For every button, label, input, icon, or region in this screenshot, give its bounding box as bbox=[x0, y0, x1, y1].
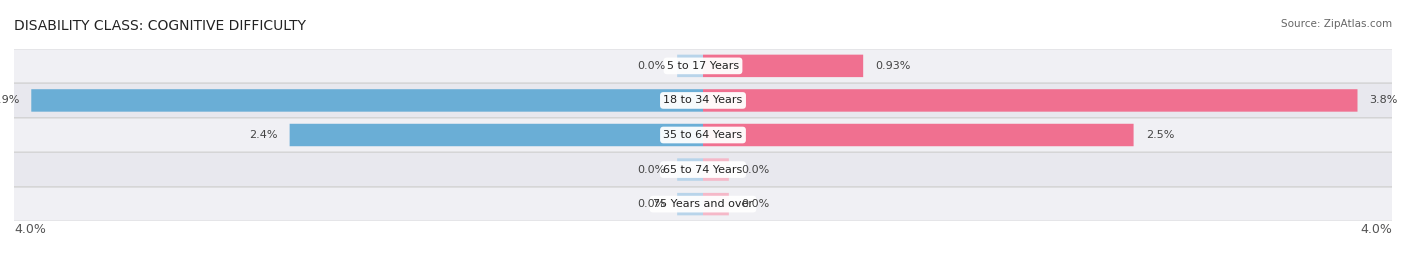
Text: 0.0%: 0.0% bbox=[741, 164, 769, 175]
Text: 2.5%: 2.5% bbox=[1146, 130, 1174, 140]
Text: 0.0%: 0.0% bbox=[637, 61, 665, 71]
FancyBboxPatch shape bbox=[703, 124, 1133, 146]
FancyBboxPatch shape bbox=[7, 83, 1399, 117]
FancyBboxPatch shape bbox=[678, 158, 703, 181]
FancyBboxPatch shape bbox=[290, 124, 703, 146]
FancyBboxPatch shape bbox=[703, 55, 863, 77]
Text: 18 to 34 Years: 18 to 34 Years bbox=[664, 95, 742, 106]
Text: 35 to 64 Years: 35 to 64 Years bbox=[664, 130, 742, 140]
FancyBboxPatch shape bbox=[703, 158, 728, 181]
FancyBboxPatch shape bbox=[703, 89, 1358, 112]
Text: 75 Years and over: 75 Years and over bbox=[652, 199, 754, 209]
Text: 2.4%: 2.4% bbox=[249, 130, 277, 140]
FancyBboxPatch shape bbox=[7, 118, 1399, 152]
Text: 5 to 17 Years: 5 to 17 Years bbox=[666, 61, 740, 71]
Text: 3.8%: 3.8% bbox=[1369, 95, 1398, 106]
FancyBboxPatch shape bbox=[703, 193, 728, 215]
Text: 0.0%: 0.0% bbox=[637, 164, 665, 175]
Text: 0.0%: 0.0% bbox=[637, 199, 665, 209]
FancyBboxPatch shape bbox=[678, 193, 703, 215]
Text: 4.0%: 4.0% bbox=[14, 223, 46, 236]
Text: 0.0%: 0.0% bbox=[741, 199, 769, 209]
FancyBboxPatch shape bbox=[7, 49, 1399, 83]
Text: DISABILITY CLASS: COGNITIVE DIFFICULTY: DISABILITY CLASS: COGNITIVE DIFFICULTY bbox=[14, 19, 307, 33]
FancyBboxPatch shape bbox=[31, 89, 703, 112]
Text: 65 to 74 Years: 65 to 74 Years bbox=[664, 164, 742, 175]
FancyBboxPatch shape bbox=[7, 153, 1399, 187]
Text: 3.9%: 3.9% bbox=[0, 95, 20, 106]
Text: 0.93%: 0.93% bbox=[875, 61, 911, 71]
Text: 4.0%: 4.0% bbox=[1360, 223, 1392, 236]
Text: Source: ZipAtlas.com: Source: ZipAtlas.com bbox=[1281, 19, 1392, 29]
FancyBboxPatch shape bbox=[7, 187, 1399, 221]
FancyBboxPatch shape bbox=[678, 55, 703, 77]
